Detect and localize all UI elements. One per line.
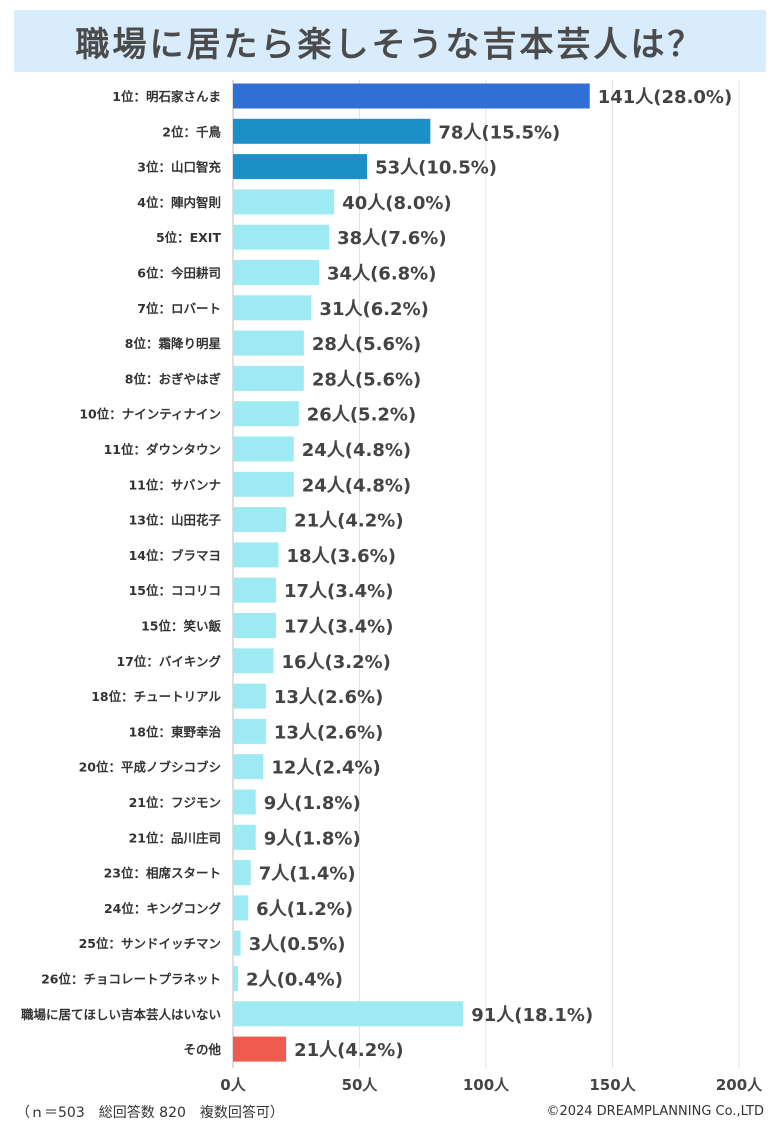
data-label: 34人(6.8%) — [327, 264, 436, 285]
data-label: 13人(2.6%) — [274, 687, 383, 708]
data-label: 24人(4.8%) — [302, 475, 411, 496]
bar — [233, 718, 266, 744]
bar — [233, 295, 312, 321]
category-label: 4位：陣内智則 — [137, 195, 221, 210]
category-label: 25位：サンドイッチマン — [79, 936, 221, 951]
category-label: 24位：キングコング — [104, 901, 222, 916]
data-label: 17人(3.4%) — [284, 617, 393, 638]
bar — [233, 824, 256, 850]
data-label: 38人(7.6%) — [337, 228, 446, 249]
title-banner: 職場に居たら楽しそうな吉本芸人は？ — [14, 10, 766, 72]
data-label: 13人(2.6%) — [274, 722, 383, 743]
x-tick-label: 100人 — [463, 1076, 510, 1094]
bar — [233, 1001, 464, 1027]
data-label: 21人(4.2%) — [294, 1040, 403, 1061]
bar — [233, 365, 304, 391]
data-label: 26人(5.2%) — [307, 405, 416, 426]
bar — [233, 754, 264, 780]
bar — [233, 789, 256, 815]
category-label: 10位：ナインティナイン — [79, 407, 221, 422]
category-label: 8位：霜降り明星 — [125, 336, 221, 351]
category-label: 1位：明石家さんま — [112, 89, 221, 104]
data-label: 78人(15.5%) — [438, 122, 560, 143]
bar — [233, 613, 277, 638]
category-label: 14位：ブラマヨ — [129, 548, 221, 563]
data-label: 2人(0.4%) — [246, 970, 343, 991]
data-label: 12人(2.4%) — [271, 758, 380, 779]
x-tick-label: 150人 — [589, 1076, 636, 1094]
bar — [233, 648, 274, 674]
data-label: 28人(5.6%) — [312, 369, 421, 390]
x-tick-label: 50人 — [342, 1076, 379, 1094]
bar — [233, 471, 294, 497]
category-label: 13位：山田花子 — [129, 513, 222, 528]
category-label: 18位：チュートリアル — [91, 689, 221, 704]
category-label: 17位：バイキング — [116, 654, 221, 669]
category-label: その他 — [183, 1042, 221, 1057]
category-label: 23位：相席スタート — [104, 866, 221, 881]
bar — [233, 966, 239, 991]
category-label: 7位：ロバート — [137, 301, 221, 316]
category-label: 11位：ダウンタウン — [104, 442, 221, 457]
bar — [233, 895, 249, 921]
data-label: 28人(5.6%) — [312, 334, 421, 355]
x-tick-label: 200人 — [716, 1076, 763, 1094]
category-label: 15位：ココリコ — [129, 583, 221, 598]
bar — [233, 260, 320, 285]
data-label: 21人(4.2%) — [294, 511, 403, 532]
bar — [233, 189, 335, 215]
sample-size-note: （ｎ＝503 総回答数 820 複数回答可） — [16, 1105, 284, 1121]
category-label: 3位：山口智充 — [137, 160, 221, 175]
category-label: 20位：平成ノブシコブシ — [79, 760, 221, 775]
data-label: 18人(3.6%) — [287, 546, 396, 567]
bar — [233, 683, 266, 709]
category-label: 15位：笑い飯 — [141, 619, 221, 634]
x-tick-label: 0人 — [220, 1076, 246, 1094]
bar — [233, 330, 304, 356]
data-label: 91人(18.1%) — [471, 1005, 593, 1026]
bar — [233, 224, 330, 250]
data-label: 6人(1.2%) — [256, 899, 353, 920]
data-label: 7人(1.4%) — [259, 864, 356, 885]
data-label: 9人(1.8%) — [264, 828, 361, 849]
category-label: 18位：東野幸治 — [129, 724, 222, 739]
bar — [233, 401, 299, 427]
category-label: 21位：品川庄司 — [129, 830, 221, 845]
bar — [233, 118, 431, 144]
data-label: 141人(28.0%) — [598, 87, 732, 108]
category-label: 職場に居てほしい吉本芸人はいない — [21, 1007, 221, 1022]
bar — [233, 154, 368, 180]
bar — [233, 1036, 287, 1062]
bar — [233, 436, 294, 462]
data-label: 16人(3.2%) — [281, 652, 390, 673]
data-label: 9人(1.8%) — [264, 793, 361, 814]
data-label: 17人(3.4%) — [284, 581, 393, 602]
bar — [233, 83, 590, 109]
data-label: 31人(6.2%) — [319, 299, 428, 320]
data-label: 53人(10.5%) — [375, 158, 497, 179]
bar — [233, 860, 251, 886]
data-label: 3人(0.5%) — [249, 934, 346, 955]
data-label: 24人(4.8%) — [302, 440, 411, 461]
data-label: 40人(8.0%) — [342, 193, 451, 214]
bar — [233, 507, 287, 533]
category-label: 5位：EXIT — [156, 230, 222, 245]
copyright-text: ©2024 DREAMPLANNING Co.,LTD — [546, 1104, 764, 1119]
category-label: 8位：おぎやはぎ — [125, 371, 222, 386]
category-label: 2位：千鳥 — [162, 124, 221, 139]
bar — [233, 542, 279, 568]
bar — [233, 577, 277, 603]
category-label: 11位：サバンナ — [128, 477, 221, 492]
category-label: 21位：フジモン — [129, 795, 221, 810]
category-label: 26位：チョコレートプラネット — [41, 972, 221, 987]
bar — [233, 930, 241, 956]
chart-title: 職場に居たら楽しそうな吉本芸人は？ — [75, 24, 705, 65]
category-label: 6位：今田耕司 — [137, 266, 221, 281]
